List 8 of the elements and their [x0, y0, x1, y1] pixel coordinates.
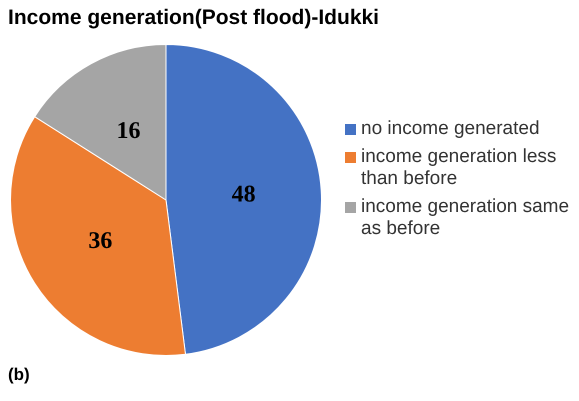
data-label: 36 [88, 228, 112, 254]
data-label: 48 [232, 181, 256, 208]
data-label: 16 [116, 118, 141, 144]
text: (b) [8, 365, 30, 385]
chart-title: Income generation(Post flood)-Idukki [8, 6, 380, 30]
legend-label: income generation same as before [361, 196, 570, 240]
legend-label: no income generated [361, 118, 540, 140]
legend-label: income generation less than before [361, 146, 558, 190]
